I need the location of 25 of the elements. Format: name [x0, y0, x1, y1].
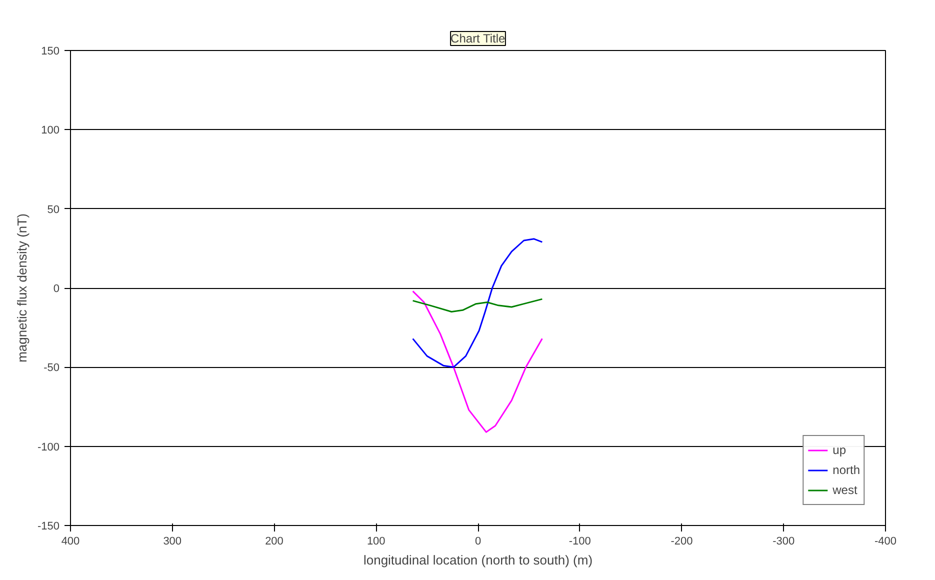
x-tick-label: 200: [265, 536, 284, 548]
legend-label: up: [832, 443, 847, 457]
x-tick-label: 100: [366, 536, 386, 548]
legend-label: north: [832, 463, 860, 477]
y-tick-label: -50: [44, 362, 60, 374]
x-tick-label: -300: [772, 536, 795, 548]
y-tick-label: 0: [53, 283, 60, 295]
y-tick-label: 50: [47, 204, 60, 216]
legend-label: west: [832, 483, 858, 497]
x-tick-label: -400: [874, 536, 897, 548]
y-tick-label: 150: [41, 46, 60, 58]
x-tick-label: -100: [568, 536, 591, 548]
x-tick-label: 0: [474, 536, 482, 548]
line-series: [412, 238, 543, 368]
x-tick-label: 300: [163, 536, 182, 548]
y-tick-label: 100: [41, 124, 60, 137]
x-axis-title: longitudinal location (north to south) (m): [363, 552, 593, 568]
line-series: [412, 290, 543, 433]
y-axis-title: magnetic flux density (nT): [14, 214, 30, 362]
y-tick-label: -100: [37, 441, 60, 454]
x-tick-label: -200: [670, 536, 693, 548]
line-series: [412, 298, 543, 312]
x-tick-label: 400: [61, 536, 80, 548]
y-tick-label: -150: [37, 520, 60, 532]
text: Chart Title: [450, 32, 506, 46]
